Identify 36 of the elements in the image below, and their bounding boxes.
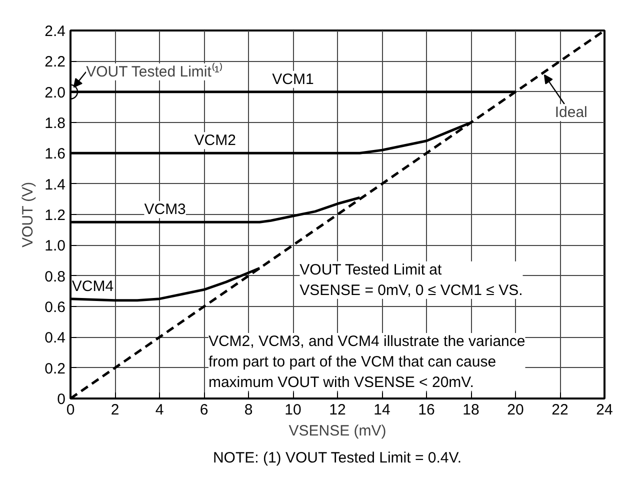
y-tick-label: 2.0 — [44, 84, 66, 102]
x-tick-label: 6 — [200, 402, 208, 418]
y-axis-title: VOUT (V) — [20, 182, 37, 248]
x-tick-label: 22 — [552, 402, 568, 418]
series-label: VCM1 — [272, 70, 314, 88]
y-tick-label: 1.6 — [44, 146, 66, 163]
x-tick-label: 18 — [462, 402, 480, 418]
series-label: VCM2 — [194, 132, 236, 150]
y-tick-label: 1.2 — [44, 207, 66, 224]
y-tick-label: 0.4 — [44, 330, 66, 347]
series-label: VCM3 — [144, 201, 186, 218]
annotation: Ideal — [554, 104, 588, 122]
y-tick-label: 0.8 — [44, 268, 66, 286]
y-tick-label: 1.8 — [44, 115, 66, 132]
annotation: VOUT Tested Limit⁽¹⁾ — [86, 62, 222, 80]
x-tick-label: 24 — [596, 402, 613, 418]
x-tick-label: 2 — [110, 402, 120, 418]
x-tick-label: 10 — [284, 402, 302, 418]
x-tick-label: 8 — [244, 402, 253, 418]
x-axis-title: VSENSE (mV) — [288, 422, 386, 440]
x-tick-label: 12 — [329, 402, 346, 418]
y-tick-label: 1.0 — [44, 238, 66, 255]
legend-label: VCM4 — [72, 278, 114, 295]
y-tick-label: 0 — [57, 391, 66, 408]
y-tick-label: 0.6 — [44, 299, 66, 316]
annotation: VOUT Tested Limit at VSENSE = 0mV, 0 ≤ VCM1 ≤ VS. — [300, 261, 523, 299]
x-tick-label: 20 — [507, 402, 524, 418]
x-tick-label: 4 — [155, 402, 164, 418]
y-tick-label: 2.4 — [44, 23, 66, 40]
text: NOTE: (1) VOUT Tested Limit = 0.4V. — [212, 450, 462, 466]
y-tick-label: 2.2 — [44, 54, 66, 71]
y-tick-label: 0.2 — [44, 360, 66, 378]
y-tick-label: 1.4 — [44, 176, 66, 194]
x-tick-label: 14 — [374, 402, 390, 418]
x-tick-label: 16 — [418, 402, 435, 418]
annotation: VCM2, VCM3, and VCM4 illustrate the variance from part to part of the VCM that can cause maximum VOUT with VSENSE < 20mV. — [208, 333, 526, 391]
